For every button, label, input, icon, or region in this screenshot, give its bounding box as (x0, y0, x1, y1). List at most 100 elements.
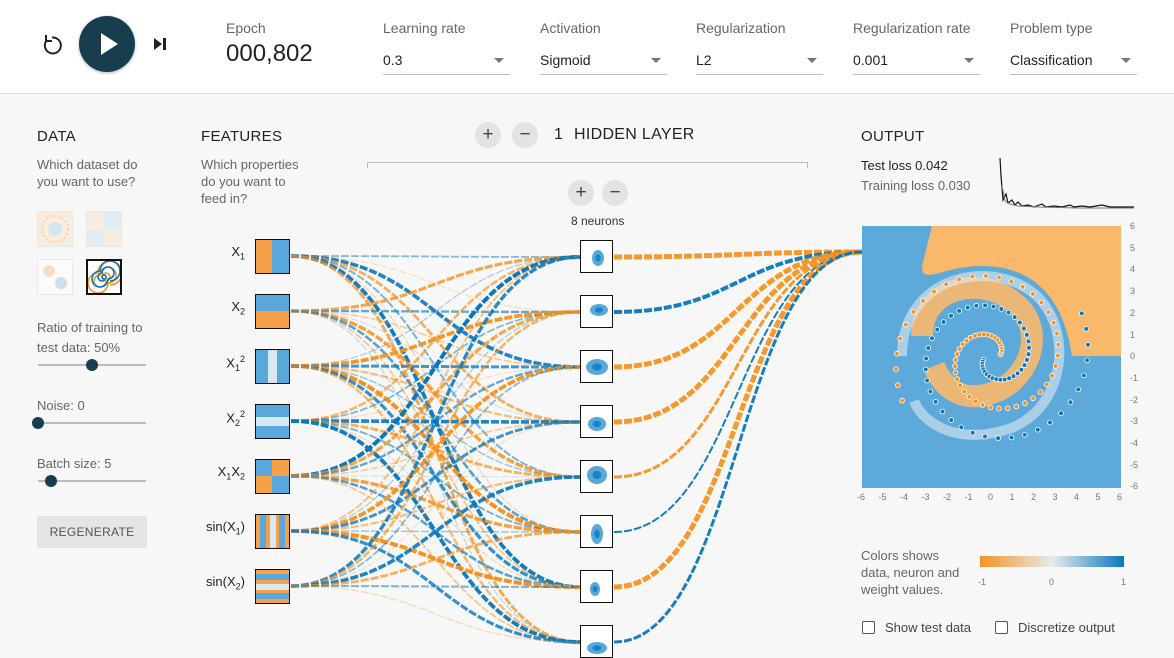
link-feature-2-neuron-4[interactable] (290, 310, 581, 423)
data-point-blue (929, 335, 935, 342)
link-neuron-5-output[interactable] (613, 250, 863, 479)
feature-node-x2-squared[interactable] (255, 404, 290, 439)
data-point-orange (969, 273, 976, 280)
dataset-xor[interactable] (86, 211, 122, 247)
link-feature-4-neuron-1[interactable] (290, 255, 581, 423)
batch-size-label: Batch size: 5 (37, 456, 112, 471)
hidden-layer-count: 1 (554, 126, 564, 143)
play-button[interactable] (79, 16, 135, 72)
feature-node-x2[interactable] (255, 294, 290, 329)
add-layer-button[interactable]: + (475, 122, 501, 148)
link-feature-7-neuron-1[interactable] (290, 255, 581, 588)
link-feature-6-neuron-7[interactable] (290, 529, 581, 589)
remove-neuron-button[interactable]: − (602, 180, 628, 206)
reset-icon[interactable] (38, 31, 66, 59)
ratio-slider[interactable] (38, 359, 146, 371)
link-neuron-7-output[interactable] (613, 249, 863, 590)
link-feature-1-neuron-1[interactable] (290, 255, 581, 258)
link-neuron-6-output[interactable] (613, 251, 863, 533)
link-feature-6-neuron-4[interactable] (290, 420, 581, 533)
link-feature-7-neuron-3[interactable] (290, 366, 581, 587)
noise-slider[interactable] (32, 417, 146, 429)
link-feature-2-neuron-1[interactable] (290, 255, 581, 313)
link-feature-6-neuron-8[interactable] (290, 529, 581, 644)
batch-size-slider[interactable] (38, 475, 146, 487)
regularization-rate-select[interactable]: 0.001 (853, 52, 980, 75)
features-desc-line3: feed in? (201, 191, 248, 206)
link-feature-4-neuron-6[interactable] (290, 420, 581, 533)
link-feature-3-neuron-5[interactable] (290, 365, 581, 478)
show-test-data-checkbox[interactable] (862, 621, 875, 634)
link-feature-5-neuron-6[interactable] (290, 474, 581, 534)
link-feature-4-neuron-5[interactable] (290, 419, 581, 479)
remove-layer-button[interactable]: − (512, 122, 538, 148)
batch-size-slider-knob[interactable] (44, 475, 57, 487)
hidden-neuron-6[interactable] (580, 515, 613, 548)
feature-node-sin-x1[interactable] (255, 514, 290, 549)
data-point-blue (924, 377, 930, 384)
data-point-orange (1045, 309, 1052, 315)
data-point-blue (1026, 345, 1032, 351)
learning-rate-value: 0.3 (383, 52, 403, 68)
data-point-blue (973, 302, 980, 309)
step-icon[interactable] (148, 31, 174, 57)
link-neuron-8-output[interactable] (613, 250, 863, 644)
y-tick-label: -1 (1130, 372, 1139, 383)
problem-type-select[interactable]: Classification (1010, 52, 1137, 75)
dataset-gaussian[interactable] (37, 259, 73, 295)
activation-select[interactable]: Sigmoid (540, 52, 667, 75)
data-point-orange (902, 321, 909, 328)
add-neuron-button[interactable]: + (568, 180, 594, 206)
show-test-data-label[interactable]: Show test data (885, 620, 971, 635)
hidden-neuron-7[interactable] (580, 570, 613, 603)
ratio-slider-knob[interactable] (86, 359, 98, 371)
link-feature-5-neuron-1[interactable] (290, 255, 581, 478)
hidden-neuron-8[interactable] (580, 625, 613, 658)
feature-node-x1-squared[interactable] (255, 349, 290, 384)
link-feature-2-neuron-3[interactable] (290, 310, 581, 368)
output-heatmap (862, 226, 1121, 488)
data-point-orange (1055, 341, 1062, 348)
link-feature-7-neuron-4[interactable] (290, 421, 581, 587)
dataset-circle[interactable] (37, 211, 73, 247)
link-feature-7-neuron-2[interactable] (290, 310, 581, 588)
hidden-neuron-5[interactable] (580, 460, 613, 493)
regularization-rate-value: 0.001 (853, 52, 889, 68)
feature-node-x1x2[interactable] (255, 459, 290, 494)
data-point-orange (1050, 319, 1057, 326)
minus-icon: − (609, 182, 621, 203)
link-feature-7-neuron-6[interactable] (290, 530, 581, 588)
link-feature-7-neuron-8[interactable] (290, 585, 581, 643)
discretize-output-label[interactable]: Discretize output (1018, 620, 1115, 635)
learning-rate-select[interactable]: 0.3 (383, 52, 510, 75)
y-tick-label: -5 (1130, 459, 1139, 470)
regenerate-button[interactable]: REGENERATE (37, 516, 147, 548)
activation-label: Activation (540, 20, 601, 36)
hidden-neuron-2[interactable] (580, 295, 613, 328)
link-feature-1-neuron-3[interactable] (290, 254, 581, 369)
link-neuron-1-output[interactable] (613, 249, 863, 260)
regularization-select[interactable]: L2 (696, 52, 823, 75)
link-feature-7-neuron-7[interactable] (290, 585, 581, 588)
link-feature-3-neuron-4[interactable] (290, 364, 581, 424)
link-feature-6-neuron-5[interactable] (290, 475, 581, 533)
hidden-neuron-1[interactable] (580, 240, 613, 273)
legend-text-line2: data, neuron and (861, 565, 960, 580)
link-feature-3-neuron-1[interactable] (290, 256, 581, 367)
feature-node-x1[interactable] (255, 239, 290, 274)
dataset-spiral[interactable] (86, 259, 123, 295)
link-feature-5-neuron-7[interactable] (290, 474, 581, 589)
link-neuron-4-output[interactable] (613, 249, 863, 425)
link-neuron-2-output[interactable] (613, 250, 863, 314)
noise-slider-knob[interactable] (32, 417, 44, 429)
feature-node-sin-x2[interactable] (255, 569, 290, 604)
link-feature-6-neuron-1[interactable] (290, 256, 581, 532)
hidden-neuron-4[interactable] (580, 405, 613, 438)
hidden-neuron-3[interactable] (580, 350, 613, 383)
discretize-output-checkbox[interactable] (995, 621, 1008, 634)
link-feature-7-neuron-5[interactable] (290, 475, 581, 588)
link-feature-1-neuron-2[interactable] (290, 255, 581, 313)
link-feature-2-neuron-2[interactable] (290, 309, 581, 314)
feature-label-x1x2: X1X2 (217, 464, 245, 482)
